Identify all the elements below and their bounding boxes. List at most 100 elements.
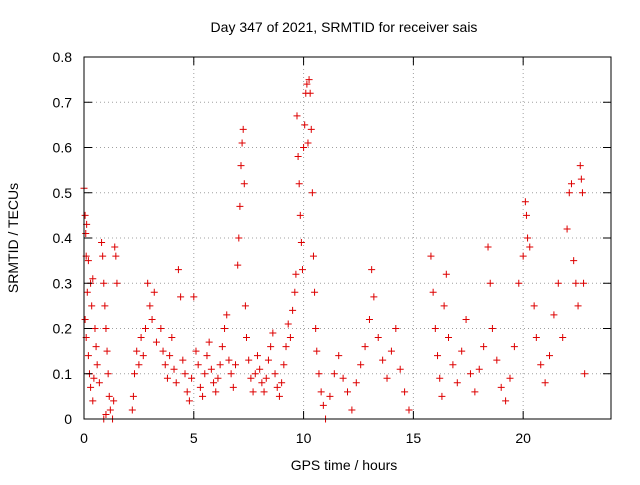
data-point [161,361,169,369]
data-point [361,343,369,351]
data-point [300,144,308,151]
data-point [177,293,185,301]
data-point [554,279,562,287]
data-point [294,153,302,161]
data-point [330,370,338,378]
data-point [317,388,325,396]
data-point [129,392,137,400]
data-point [84,257,92,265]
data-point [515,279,523,287]
data-point [297,239,305,247]
data-point [510,343,518,351]
data-point [475,365,483,373]
data-point [383,374,391,382]
data-point [148,315,156,323]
data-point [309,252,317,260]
data-point [570,257,578,265]
y-tick-label: 0.3 [53,275,73,291]
data-point [306,89,314,97]
data-point [339,374,347,382]
data-point [110,397,118,405]
data-point [429,288,437,296]
data-point [301,121,309,129]
data-point [580,279,588,287]
data-point [521,198,529,206]
data-point [292,270,300,278]
data-point [238,139,246,147]
data-point [264,356,272,364]
data-point [298,266,306,274]
data-point [199,392,207,400]
data-point [166,352,174,360]
data-point [559,334,567,342]
x-tick-label: 5 [190,430,198,446]
data-point [203,352,211,360]
data-point [405,406,413,414]
data-point [458,347,466,355]
data-point [90,374,98,382]
data-point [392,325,400,332]
data-point [212,388,220,396]
data-point [335,352,343,360]
data-point [502,397,510,405]
data-point [242,334,250,342]
data-point [307,125,315,133]
data-point [565,189,573,197]
data-point [273,383,281,391]
data-point [235,234,243,242]
data-point [519,252,527,260]
y-tick-label: 0 [64,411,72,427]
data-point [436,374,444,382]
y-tick-label: 0.8 [53,49,73,65]
data-point [93,361,101,369]
data-point [365,315,373,323]
data-point [541,379,549,387]
data-point [574,302,582,310]
data-point [157,325,165,332]
data-point [286,334,294,342]
data-point [258,379,266,387]
data-point [89,275,97,283]
data-point [326,392,334,400]
data-point [368,266,376,274]
data-point [431,325,439,332]
chart-title: Day 347 of 2021, SRMTID for receiver sai… [211,19,478,35]
data-point [172,379,180,387]
data-point [550,311,558,319]
data-point [205,338,213,346]
data-point [312,325,320,332]
data-point [291,288,299,296]
data-point [303,80,311,88]
data-point [581,370,589,378]
data-point [91,325,99,332]
data-point [530,302,538,310]
data-point [131,370,139,378]
data-point [370,293,378,301]
data-point [237,162,245,170]
data-point [440,302,448,310]
data-point [188,374,196,382]
data-point [128,406,136,414]
data-point [98,239,106,247]
data-point [493,356,501,364]
data-point [240,180,248,188]
data-point [506,374,514,382]
data-point [89,397,97,405]
data-point [387,347,395,355]
data-point [374,334,382,342]
data-point [271,370,279,378]
data-point [137,334,145,342]
data-point [396,365,404,373]
data-point [146,302,154,310]
data-point [522,211,530,219]
data-point [486,279,494,287]
data-point [296,211,304,219]
data-point [201,370,209,378]
data-point [526,243,534,251]
data-point [190,293,198,301]
data-point [141,325,149,332]
data-point [87,383,95,391]
data-point [280,361,288,369]
data-point [284,320,292,328]
data-point [133,347,141,355]
